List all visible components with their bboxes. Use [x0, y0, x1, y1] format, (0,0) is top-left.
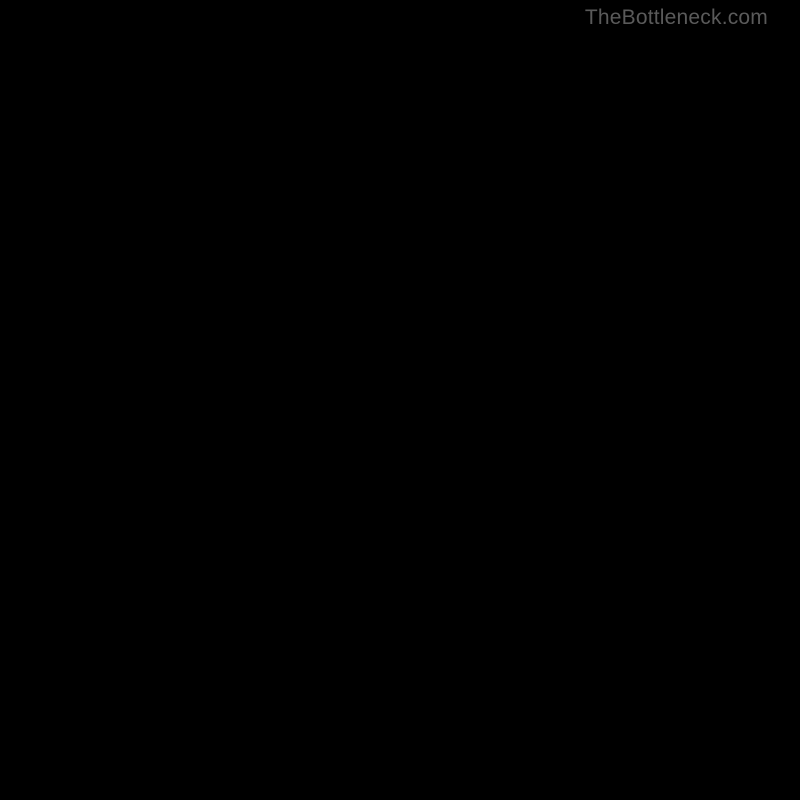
crosshair-horizontal	[43, 367, 757, 368]
watermark-text: TheBottleneck.com	[585, 6, 768, 30]
crosshair-vertical	[287, 35, 288, 755]
bottleneck-heatmap	[43, 35, 757, 755]
crosshair-dot	[282, 363, 292, 373]
heatmap-canvas	[43, 35, 757, 755]
